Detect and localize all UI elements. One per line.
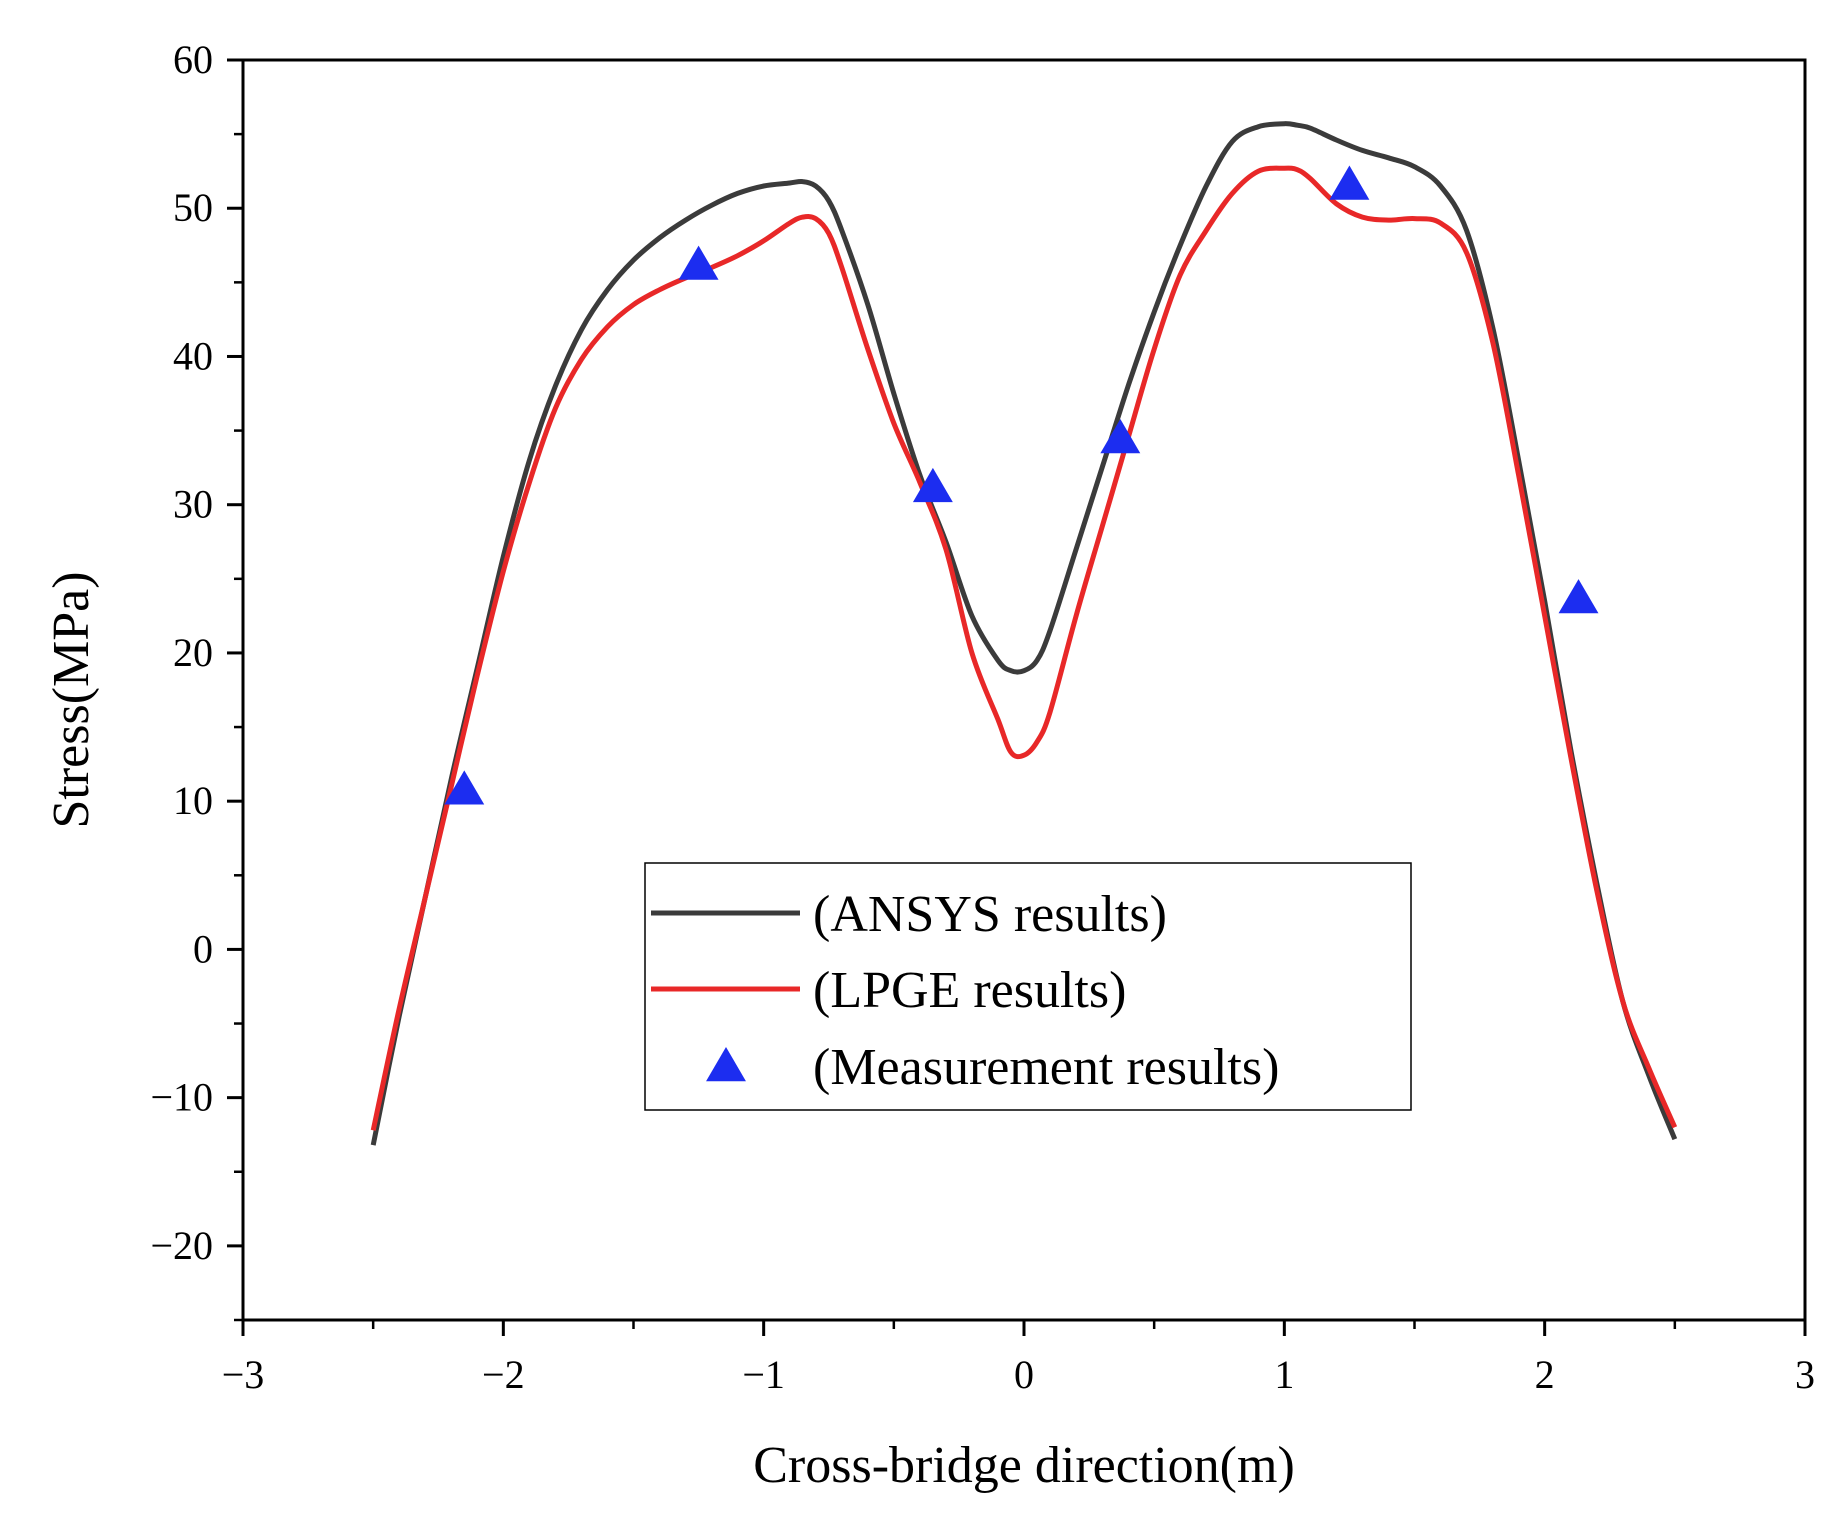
y-tick-label: −10 — [150, 1075, 213, 1120]
y-tick-label: 30 — [173, 482, 213, 527]
x-tick-label: −1 — [742, 1352, 785, 1397]
x-tick-label: −3 — [222, 1352, 265, 1397]
legend-label-lpge: (LPGE results) — [813, 962, 1126, 1019]
y-tick-label: 10 — [173, 778, 213, 823]
measurement-point — [678, 245, 719, 280]
y-tick-label: −20 — [150, 1223, 213, 1268]
legend: (ANSYS results) (LPGE results) (Measurem… — [644, 862, 1412, 1111]
y-axis-title: Stress(MPa) — [43, 571, 100, 828]
y-tick-label: 60 — [173, 37, 213, 82]
x-tick-label: 2 — [1535, 1352, 1555, 1397]
x-tick-label: 3 — [1795, 1352, 1815, 1397]
x-tick-label: 0 — [1014, 1352, 1034, 1397]
x-tick-label: −2 — [482, 1352, 525, 1397]
y-tick-label: 0 — [193, 926, 213, 971]
series-line-ansys — [370, 121, 1678, 1146]
measurement-point — [444, 770, 485, 805]
y-tick-label: 40 — [173, 333, 213, 378]
measurement-point — [1100, 419, 1141, 454]
y-tick-label: 50 — [173, 185, 213, 230]
measurement-point — [1329, 165, 1370, 200]
measurement-point — [912, 467, 953, 503]
legend-swatch-measurement — [706, 1047, 746, 1082]
x-tick-label: 1 — [1274, 1352, 1294, 1397]
legend-label-ansys: (ANSYS results) — [813, 886, 1167, 943]
series-line-lpge — [370, 165, 1678, 1131]
series-layer — [370, 121, 1678, 1146]
x-axis-title: Cross-bridge direction(m) — [753, 1437, 1295, 1494]
legend-label-measurement: (Measurement results) — [813, 1039, 1279, 1096]
measurement-point — [1558, 579, 1599, 614]
y-tick-label: 20 — [173, 630, 213, 675]
